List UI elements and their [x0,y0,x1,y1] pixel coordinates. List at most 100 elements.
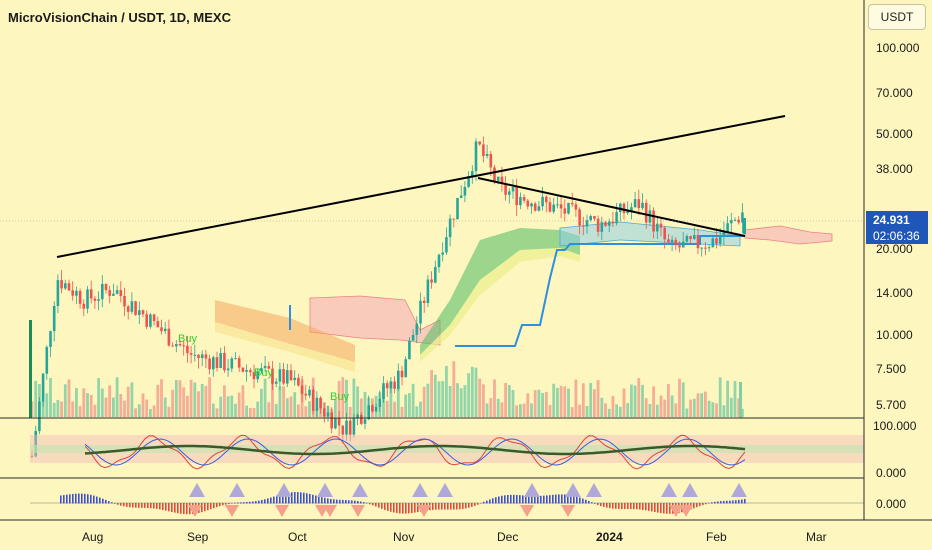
candle-body [722,231,726,236]
macd-histogram-bar [174,503,176,513]
candle-body [378,398,382,407]
macd-histogram-bar [375,503,377,507]
macd-histogram-bar [270,497,272,504]
candle-body [115,290,119,294]
candle-body [570,202,574,205]
macd-histogram-bar [249,501,251,504]
volume-bar [297,404,300,417]
volume-bar [622,388,626,417]
volume-bar [522,403,526,417]
candle-body [30,456,34,458]
macd-histogram-bar [225,503,227,505]
candle-body [219,352,222,368]
volume-bar [274,403,278,417]
volume-bar [526,393,530,417]
candle-body [411,334,415,341]
macd-histogram-bar [309,493,311,504]
candle-body [234,358,237,360]
candle-body [382,383,385,399]
macd-up-signal [586,483,602,497]
macd-histogram-bar [159,503,161,510]
macd-down-signal [323,505,337,517]
macd-histogram-bar [522,495,524,504]
candle-body [511,186,515,192]
macd-histogram-bar [723,500,725,504]
macd-histogram-bar [441,503,443,510]
macd-histogram-bar [90,494,92,504]
candle-body [626,210,629,214]
volume-bar [470,366,474,417]
currency-button[interactable]: USDT [868,4,926,30]
candle-body [678,245,681,248]
candle-body [426,279,430,303]
macd-histogram-bar [288,492,290,504]
macd-histogram-bar [486,500,488,504]
macd-histogram-bar [408,503,410,514]
macd-histogram-bar [705,503,707,505]
candle-body [104,283,108,291]
candle-body [289,370,293,381]
volume-bar [256,401,260,417]
macd-histogram-bar [453,503,455,510]
candle-body [237,358,241,368]
macd-histogram-bar [186,503,188,515]
macd-histogram-bar [261,500,263,504]
moving-average-ribbon [215,221,745,372]
volume-bar [52,402,56,417]
volume-bar [578,404,581,417]
macd-histogram-bar [114,503,116,504]
macd-histogram-bar [333,499,335,504]
macd-histogram-bar [204,503,206,512]
volume-bar [163,397,167,417]
price-axis-label: 14.000 [876,286,913,300]
macd-histogram-bar [279,494,281,504]
macd-histogram-bar [336,499,338,504]
candle-body [204,354,208,359]
macd-histogram-bar [117,503,119,505]
macd-histogram-bar [654,503,656,513]
macd-histogram-bar [666,503,668,514]
macd-histogram-bar [207,503,209,511]
macd-histogram-bar [498,496,500,504]
macd-histogram-bar [219,503,221,507]
candle-body [160,327,163,332]
macd-histogram-bar [303,492,305,504]
candle-body [352,417,356,435]
volume-bar [485,403,489,417]
candle-body [78,290,82,304]
macd-histogram-bar [627,503,629,510]
macd-histogram-bar [78,493,80,504]
candle-body [567,202,570,214]
macd-histogram-bar [366,502,368,504]
macd-histogram-bar [120,503,122,506]
macd-histogram-bar [735,500,737,504]
volume-bar [478,378,482,417]
candle-body [667,239,670,243]
macd-histogram-bar [438,503,440,510]
candle-body [315,397,319,411]
price-axis-label: 7.500 [876,362,907,376]
candle-body [197,354,200,358]
candle-body [52,305,56,332]
candle-body [223,352,226,371]
macd-histogram-bar [612,503,614,509]
macd-histogram-bar [468,503,470,508]
volume-bar [293,392,297,417]
candle-body [607,221,611,226]
time-axis-label: Oct [288,530,307,544]
candle-body [45,346,49,374]
volume-bar [174,380,178,417]
macd-histogram-bar [156,503,158,509]
candle-body [452,218,456,220]
macd-histogram-bar [291,492,293,504]
macd-histogram-bar [540,495,542,504]
candle-body [482,144,485,157]
macd-up-signal [661,483,677,497]
volume-bar [581,383,585,417]
volume-bar [200,383,204,417]
candle-body [437,254,441,268]
time-axis-label: Feb [706,530,727,544]
macd-histogram-bar [639,503,641,510]
candle-body [367,405,370,420]
